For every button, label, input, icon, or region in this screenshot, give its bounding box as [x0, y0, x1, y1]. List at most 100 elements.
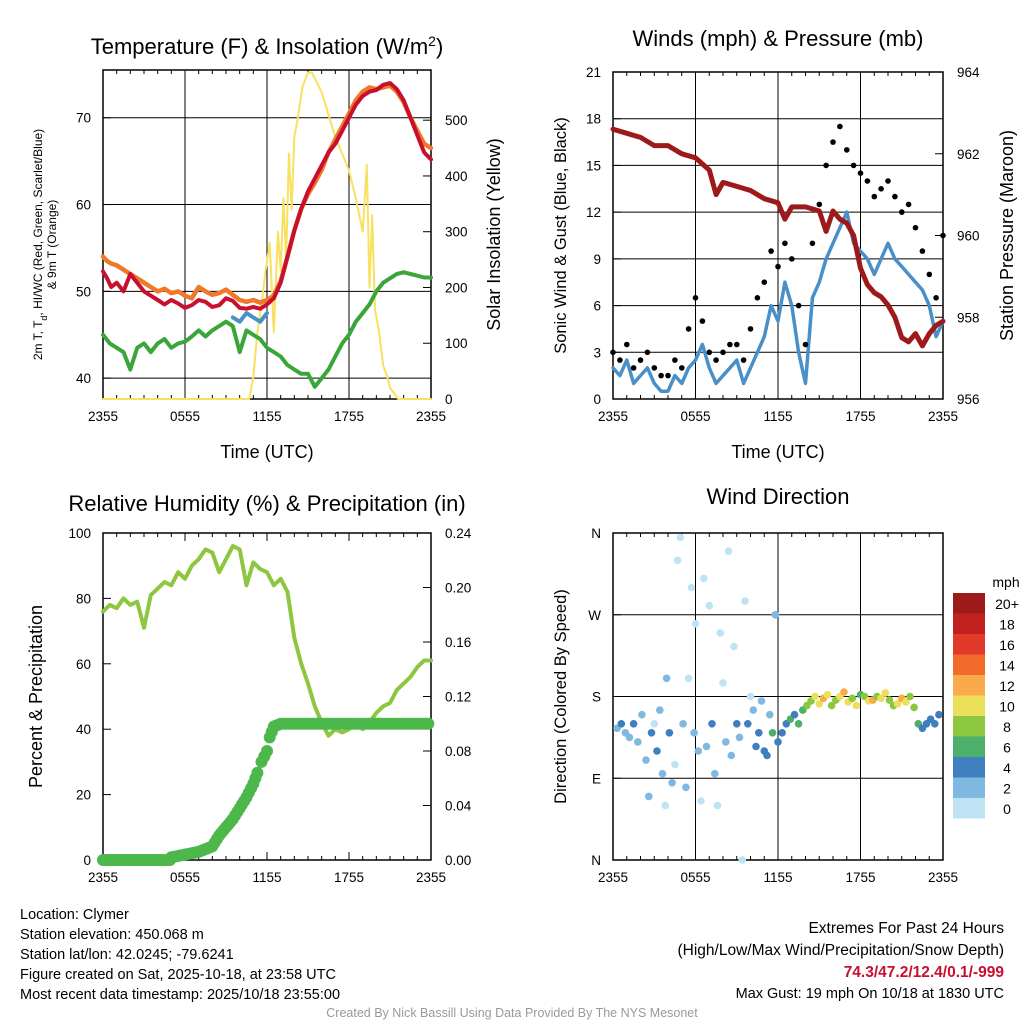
wind-direction-point	[752, 742, 760, 751]
wind-direction-point	[757, 697, 766, 705]
wind-y-tick-label: 21	[586, 65, 601, 80]
wind-direction-point	[852, 701, 861, 710]
wind-direction-point	[684, 674, 693, 683]
dir-x-tick-label: 2355	[598, 870, 628, 885]
wind-direction-point	[638, 710, 646, 719]
gust-point	[885, 178, 891, 184]
wind-direction-point	[910, 703, 918, 712]
wind-y-tick-label: 3	[593, 345, 601, 360]
dir-x-tick-label: 2355	[928, 870, 958, 885]
gust-point	[802, 341, 809, 348]
rh-y2-tick-label: 0.04	[445, 799, 472, 814]
legend-swatch	[953, 675, 985, 696]
temp-x-tick-label: 1755	[334, 409, 364, 424]
legend-label: 0	[1003, 801, 1011, 817]
wind-y-tick-label: 15	[586, 158, 601, 173]
wind-direction-point	[722, 738, 730, 746]
gust-point	[878, 186, 884, 192]
wind-direction-point	[658, 769, 667, 778]
legend-swatch	[953, 777, 985, 798]
wind-direction-point	[881, 689, 890, 697]
rh-frame	[102, 532, 432, 861]
wind-direction-point	[700, 574, 708, 583]
gust-point	[720, 349, 726, 356]
created-text: Figure created on Sat, 2025-10-18, at 23…	[20, 967, 336, 983]
gust-point	[857, 170, 864, 176]
recent-data-text: Most recent data timestamp: 2025/10/18 2…	[20, 987, 341, 1003]
legend-swatch	[953, 757, 985, 778]
gust-point	[933, 295, 939, 301]
wind-direction-point	[647, 729, 656, 737]
gust-point	[919, 248, 926, 254]
gust-point	[706, 349, 713, 356]
wind-direction-point	[691, 620, 700, 628]
legend-label: 20+	[995, 596, 1019, 612]
wind-direction-point	[735, 733, 744, 742]
gust-point	[899, 209, 905, 215]
dir-y-tick-label: S	[592, 690, 601, 705]
temp-2m-line	[101, 81, 433, 311]
legend-label: 6	[1003, 740, 1011, 756]
wind-direction-point	[906, 692, 914, 701]
legend-label: 8	[1003, 719, 1011, 735]
temp-panel: 2355 0555 1155 1755 2355 40 50 60 70 0 100 200 300 40…	[76, 69, 468, 424]
extremes-subtitle: (High/Low/Max Wind/Precipitation/Snow De…	[677, 942, 1005, 959]
wind-y2-tick-label: 958	[957, 310, 980, 325]
title-close: )	[436, 34, 443, 59]
chart-title-temp: Temperature (F) & Insolation (W/m2)	[91, 33, 444, 59]
dir-x-tick-label: 0555	[680, 870, 710, 885]
gust-point	[672, 357, 678, 363]
wind-direction-point	[885, 696, 894, 704]
wind-direction-point	[713, 801, 722, 810]
gust-point	[905, 201, 912, 208]
wind-direction-point	[662, 674, 671, 683]
latlon-text: Station lat/lon: 42.0245; -79.6241	[20, 947, 234, 963]
temp-x-tick-label: 2355	[416, 409, 446, 424]
temp-y2-tick-label: 500	[445, 113, 468, 128]
wind-direction-point	[724, 547, 733, 555]
x-axis-label-wind: Time (UTC)	[731, 442, 824, 462]
wind-x-tick-label: 2355	[598, 409, 628, 424]
wind-direction-point	[741, 597, 749, 605]
extremes-title: Extremes For Past 24 Hours	[808, 920, 1004, 937]
extremes-info: Extremes For Past 24 Hours (High/Low/Max…	[678, 918, 1005, 1004]
y-axis-label-temp: 2m T, Td, HI/WC (Red, Green, Scarlet/Blu…	[31, 129, 49, 360]
wind-direction-point	[848, 694, 857, 703]
wind-direction-point	[902, 698, 910, 706]
legend-title: mph	[992, 574, 1019, 590]
ylabel-subscript: d	[39, 316, 49, 321]
wind-direction-point	[661, 801, 670, 810]
wind-direction-point	[730, 642, 738, 651]
rh-y2-tick-label: 0.20	[445, 581, 471, 596]
wind-direction-point	[687, 583, 696, 592]
extremes-values: 74.3/47.2/12.4/0.1/-999	[843, 964, 1004, 981]
gust-point	[713, 357, 719, 363]
wind-direction-point	[719, 679, 727, 687]
wind-direction-point	[746, 692, 755, 701]
wind-direction-point	[625, 733, 634, 742]
gust-point	[699, 318, 706, 324]
wind-direction-point	[738, 856, 747, 864]
temp-y-tick-label: 70	[76, 111, 91, 126]
rh-y-tick-label: 40	[76, 722, 91, 737]
gust-point	[775, 263, 781, 270]
location-text: Location: Clymer	[20, 907, 129, 923]
precipitation-point	[251, 766, 264, 779]
wind-direction-point	[653, 747, 661, 755]
wind-y-tick-label: 18	[586, 112, 601, 127]
gust-point	[747, 326, 754, 332]
gust-point	[823, 162, 829, 169]
elevation-text: Station elevation: 450.068 m	[20, 927, 204, 943]
rh-y-tick-label: 80	[76, 591, 91, 606]
gust-point	[926, 271, 933, 278]
legend-label: 16	[999, 637, 1015, 653]
wind-direction-point	[774, 738, 782, 746]
legend-label: 18	[999, 617, 1015, 633]
chart-title-dir: Wind Direction	[706, 484, 849, 509]
y-axis-label-rh: Percent & Precipitation	[26, 605, 46, 788]
temp-y-tick-label: 40	[76, 371, 91, 386]
wind-direction-point	[877, 694, 885, 703]
wind-direction-point	[673, 556, 682, 565]
legend-label: 14	[999, 658, 1015, 674]
wind-direction-point	[827, 701, 836, 710]
